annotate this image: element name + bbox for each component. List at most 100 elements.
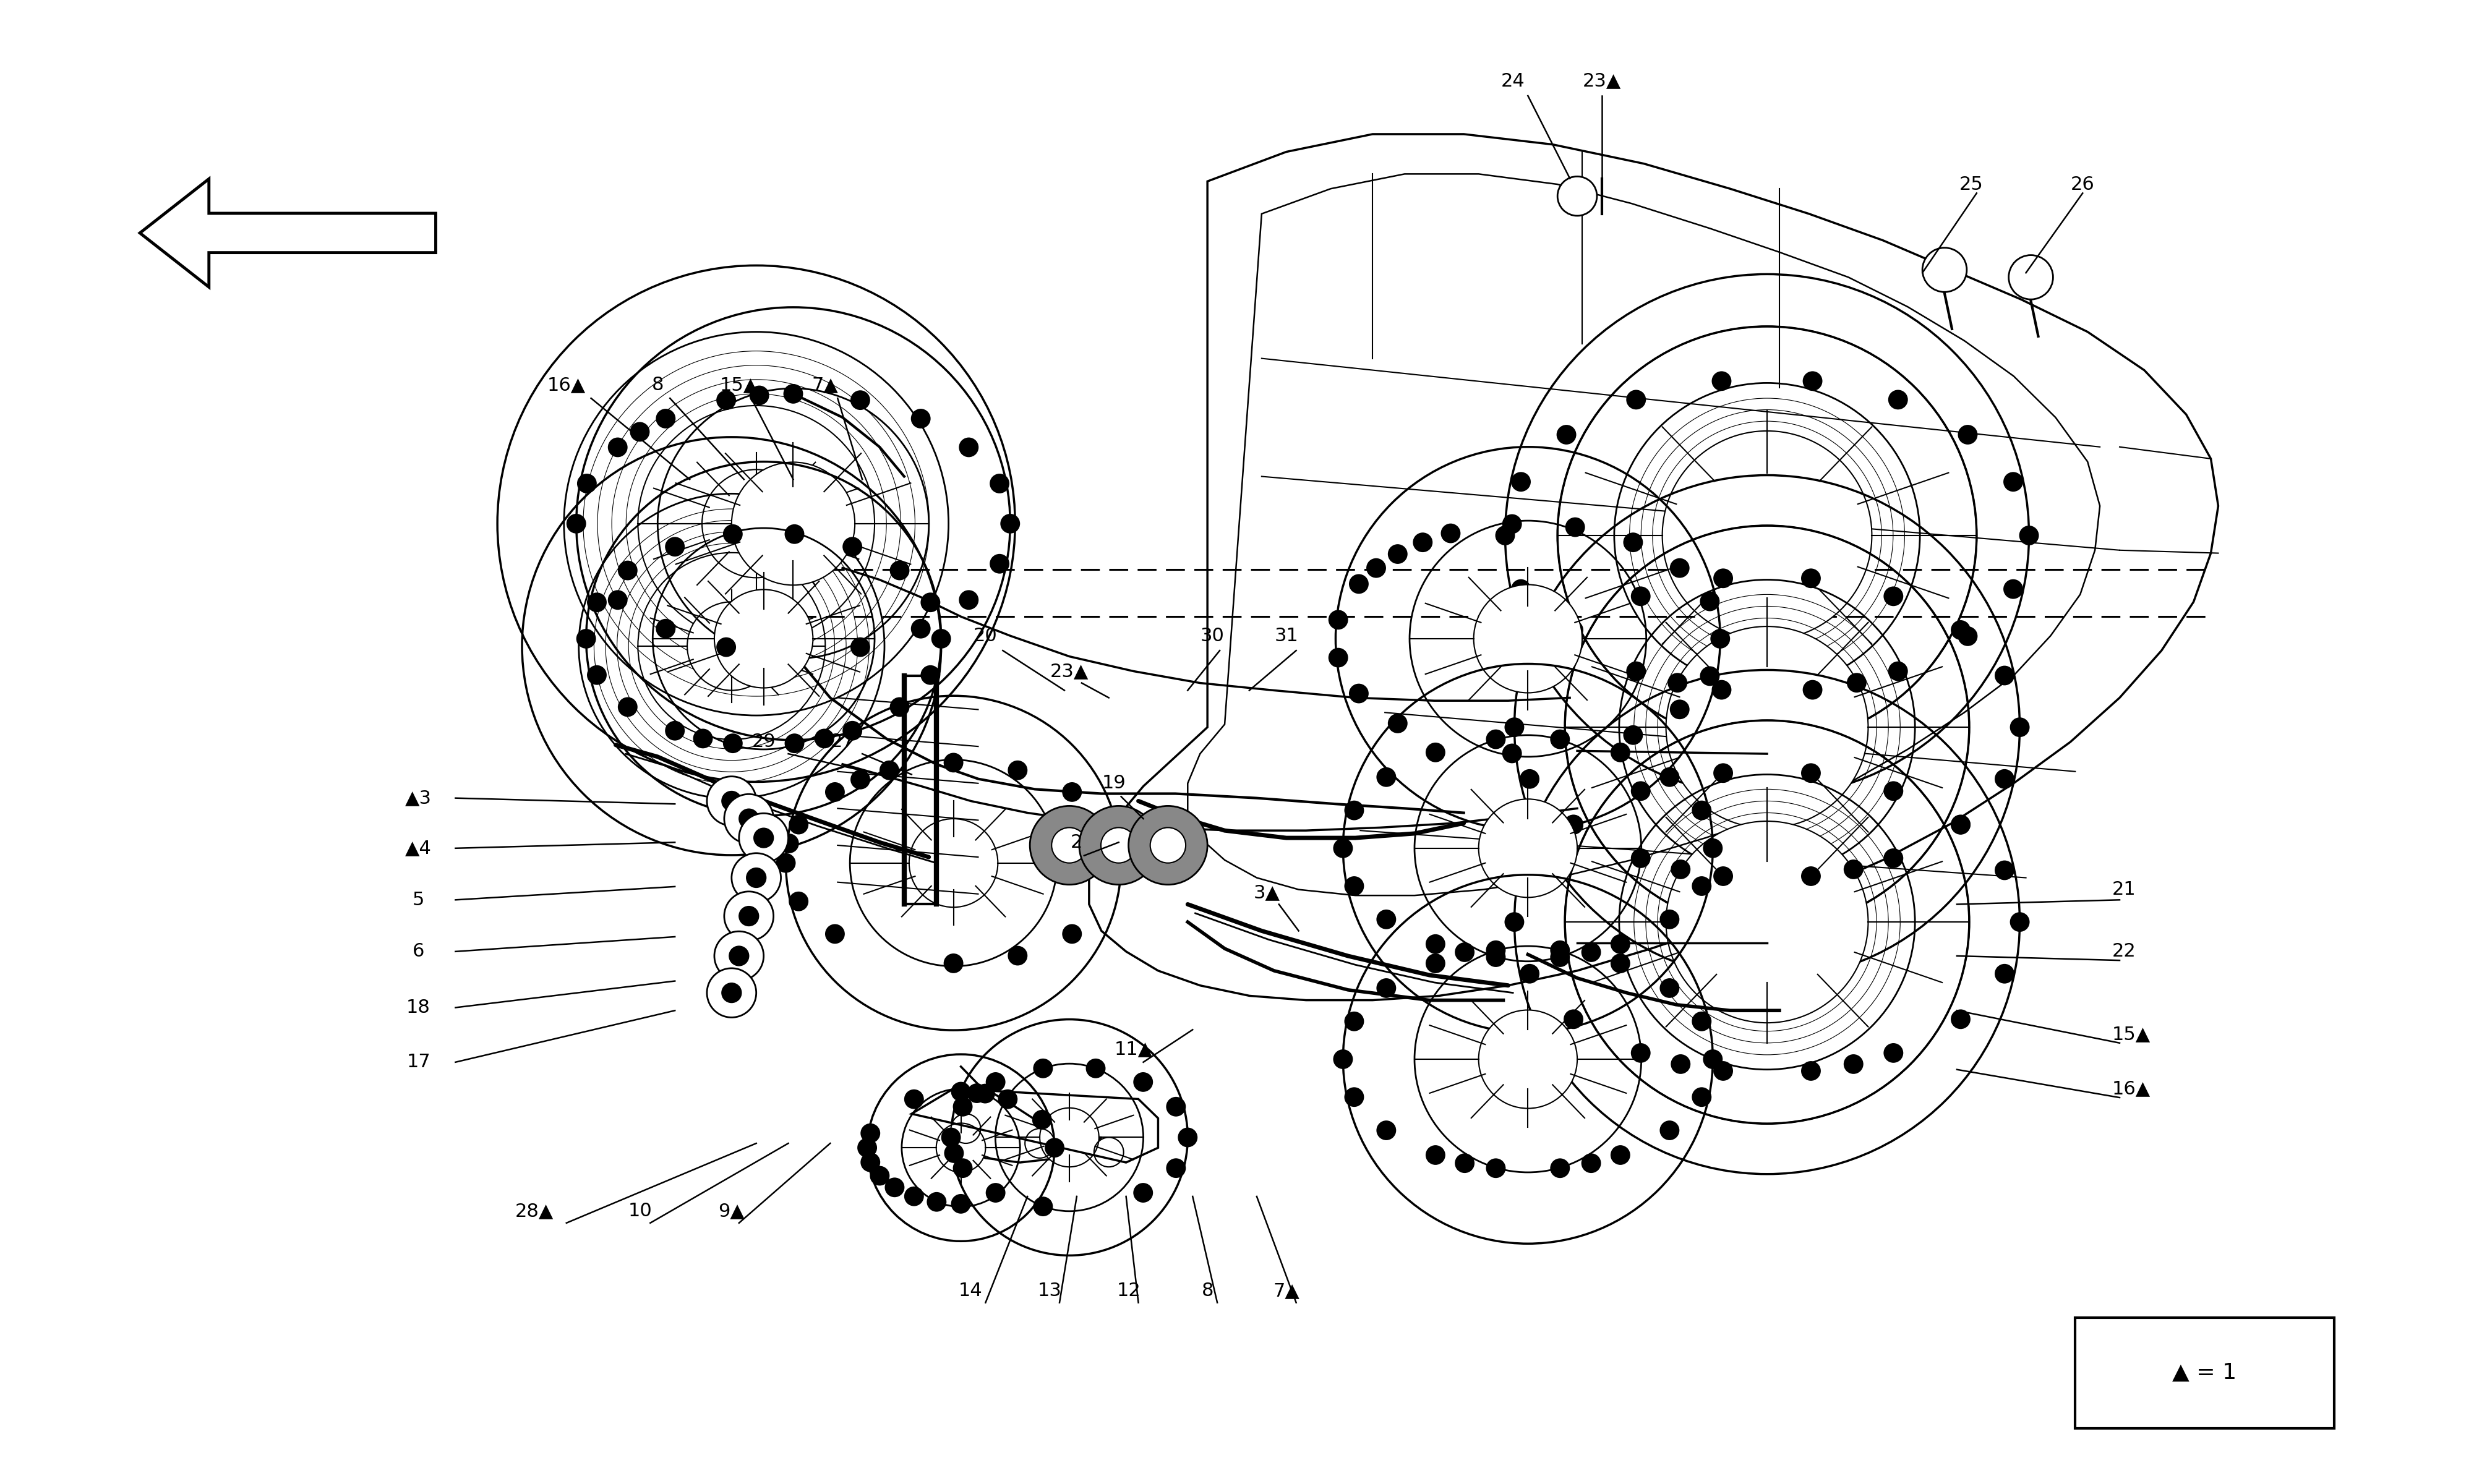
Text: 25: 25 xyxy=(1959,175,1984,193)
Ellipse shape xyxy=(1883,586,1903,605)
Ellipse shape xyxy=(1519,861,1539,880)
Ellipse shape xyxy=(1039,1109,1098,1166)
Ellipse shape xyxy=(784,524,804,545)
Ellipse shape xyxy=(1670,558,1690,577)
Ellipse shape xyxy=(586,665,606,686)
Text: 7▲: 7▲ xyxy=(811,375,839,393)
Ellipse shape xyxy=(2009,255,2053,300)
Ellipse shape xyxy=(732,853,782,902)
Ellipse shape xyxy=(1504,717,1524,738)
Text: 28▲: 28▲ xyxy=(515,1202,554,1220)
Ellipse shape xyxy=(1994,666,2014,686)
Ellipse shape xyxy=(576,473,596,493)
Ellipse shape xyxy=(943,954,962,974)
Text: 19: 19 xyxy=(1101,775,1126,792)
Ellipse shape xyxy=(1957,626,1977,646)
Ellipse shape xyxy=(985,1183,1004,1202)
Text: 15▲: 15▲ xyxy=(720,375,757,393)
Text: 23▲: 23▲ xyxy=(1583,73,1620,91)
Text: 16▲: 16▲ xyxy=(547,375,586,393)
Ellipse shape xyxy=(1692,876,1712,896)
Ellipse shape xyxy=(1376,910,1395,929)
Ellipse shape xyxy=(1425,1146,1445,1165)
Ellipse shape xyxy=(1556,626,1576,646)
Ellipse shape xyxy=(878,760,898,781)
Ellipse shape xyxy=(1032,1110,1051,1129)
Ellipse shape xyxy=(1623,726,1643,745)
Ellipse shape xyxy=(886,1177,905,1198)
Ellipse shape xyxy=(1455,1153,1475,1172)
Ellipse shape xyxy=(2004,579,2024,600)
Ellipse shape xyxy=(1994,965,2014,984)
Ellipse shape xyxy=(908,819,997,907)
Text: 26: 26 xyxy=(2071,175,2095,193)
Ellipse shape xyxy=(1670,1054,1690,1074)
Ellipse shape xyxy=(930,629,950,649)
Ellipse shape xyxy=(1952,1009,1969,1028)
Ellipse shape xyxy=(851,770,871,789)
Ellipse shape xyxy=(1846,672,1865,693)
Ellipse shape xyxy=(1343,876,1363,896)
Ellipse shape xyxy=(730,947,750,966)
Ellipse shape xyxy=(1333,1049,1353,1068)
Ellipse shape xyxy=(1366,558,1385,577)
Ellipse shape xyxy=(715,932,764,981)
Ellipse shape xyxy=(693,729,713,748)
Ellipse shape xyxy=(1611,1146,1630,1165)
Ellipse shape xyxy=(1714,568,1734,588)
Ellipse shape xyxy=(1061,782,1081,801)
Ellipse shape xyxy=(1512,472,1531,491)
Ellipse shape xyxy=(851,637,871,657)
Ellipse shape xyxy=(1133,1073,1153,1092)
Ellipse shape xyxy=(1712,680,1732,699)
Ellipse shape xyxy=(1128,806,1207,884)
Text: 14: 14 xyxy=(960,1282,982,1300)
Text: 31: 31 xyxy=(1274,626,1299,644)
Polygon shape xyxy=(141,180,435,286)
Text: 21: 21 xyxy=(2113,880,2135,898)
Text: 12: 12 xyxy=(1116,1282,1141,1300)
Ellipse shape xyxy=(1883,849,1903,868)
Ellipse shape xyxy=(1714,763,1734,784)
Text: 8: 8 xyxy=(651,375,663,393)
Ellipse shape xyxy=(1519,666,1539,686)
Text: 17: 17 xyxy=(406,1054,430,1071)
Ellipse shape xyxy=(928,1192,948,1212)
Text: 15▲: 15▲ xyxy=(2113,1025,2150,1043)
Ellipse shape xyxy=(717,390,737,410)
Ellipse shape xyxy=(688,603,777,690)
Ellipse shape xyxy=(1630,1043,1650,1063)
Ellipse shape xyxy=(1551,941,1571,960)
Ellipse shape xyxy=(1044,1138,1064,1158)
Ellipse shape xyxy=(1660,767,1680,787)
Ellipse shape xyxy=(1348,684,1368,703)
Ellipse shape xyxy=(1551,730,1571,749)
Ellipse shape xyxy=(2009,717,2029,738)
Ellipse shape xyxy=(960,438,980,457)
Text: ▲ = 1: ▲ = 1 xyxy=(2172,1362,2236,1383)
Text: 20: 20 xyxy=(975,626,997,644)
Ellipse shape xyxy=(755,828,774,847)
Ellipse shape xyxy=(1663,430,1873,640)
Ellipse shape xyxy=(1922,248,1967,292)
Ellipse shape xyxy=(717,637,737,657)
Ellipse shape xyxy=(777,853,797,873)
Ellipse shape xyxy=(1611,935,1630,954)
Ellipse shape xyxy=(844,537,863,556)
Ellipse shape xyxy=(960,591,980,610)
Ellipse shape xyxy=(1670,859,1690,879)
Ellipse shape xyxy=(1425,935,1445,954)
Ellipse shape xyxy=(1667,672,1687,693)
Text: 10: 10 xyxy=(628,1202,653,1220)
Ellipse shape xyxy=(861,1123,881,1143)
Ellipse shape xyxy=(1801,867,1821,886)
Ellipse shape xyxy=(967,1083,987,1103)
Ellipse shape xyxy=(740,813,789,862)
Ellipse shape xyxy=(1551,947,1571,968)
Ellipse shape xyxy=(784,733,804,754)
Ellipse shape xyxy=(1625,390,1645,410)
Ellipse shape xyxy=(1440,524,1460,543)
Text: ▲4: ▲4 xyxy=(406,840,433,858)
Ellipse shape xyxy=(1388,545,1408,564)
Ellipse shape xyxy=(708,776,757,825)
